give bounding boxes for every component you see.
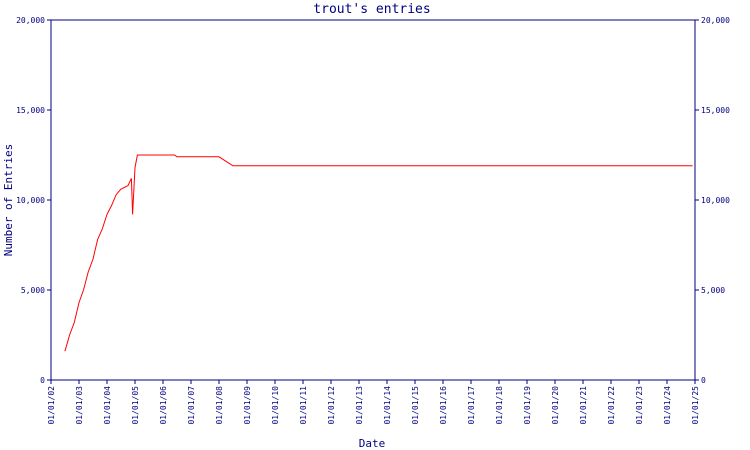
x-tick-label: 01/01/02	[47, 386, 56, 425]
x-tick-label: 01/01/06	[159, 386, 168, 425]
y-tick-label-left: 0	[40, 376, 45, 385]
y-axis-ticks: 0 0 5,000 5,000 10,000 10,000 15,000 15,000 20,0…	[16, 16, 730, 385]
x-tick-label: 01/01/24	[663, 386, 672, 425]
x-tick-label: 01/01/15	[411, 386, 420, 425]
y-tick-label-right: 20,000	[701, 16, 730, 25]
x-tick-label: 01/01/20	[551, 386, 560, 425]
x-tick-label: 01/01/05	[131, 386, 140, 425]
x-axis-label: Date	[359, 437, 386, 450]
y-axis-label: Number of Entries	[2, 144, 15, 257]
x-tick-label: 01/01/11	[299, 386, 308, 425]
y-tick-label-left: 15,000	[16, 106, 45, 115]
x-tick-label: 01/01/08	[215, 386, 224, 425]
x-tick-label: 01/01/03	[75, 386, 84, 425]
series-layer	[64, 154, 693, 352]
x-tick-label: 01/01/12	[327, 386, 336, 425]
x-tick-label: 01/01/17	[467, 386, 476, 425]
y-tick-label-left: 20,000	[16, 16, 45, 25]
x-tick-label: 01/01/23	[635, 386, 644, 425]
y-tick-label-right: 15,000	[701, 106, 730, 115]
x-axis-ticks: 01/01/02 01/01/03 01/01/04 01/01/05 01/01/06…	[47, 380, 700, 425]
x-tick-label: 01/01/22	[607, 386, 616, 425]
x-tick-label: 01/01/14	[383, 386, 392, 425]
plot-frame	[50, 19, 696, 381]
x-tick-label: 01/01/07	[187, 386, 196, 425]
x-tick-label: 01/01/25	[691, 386, 700, 425]
series-line-0	[64, 154, 693, 352]
x-tick-label: 01/01/19	[523, 386, 532, 425]
x-tick-label: 01/01/13	[355, 386, 364, 425]
x-tick-label: 01/01/18	[495, 386, 504, 425]
x-tick-label: 01/01/21	[579, 386, 588, 425]
chart-title: trout's entries	[313, 2, 430, 17]
x-tick-label: 01/01/10	[271, 386, 280, 425]
x-tick-label: 01/01/16	[439, 386, 448, 425]
x-tick-label: 01/01/04	[103, 386, 112, 425]
y-tick-label-right: 10,000	[701, 196, 730, 205]
y-tick-label-right: 0	[701, 376, 706, 385]
y-tick-label-left: 10,000	[16, 196, 45, 205]
x-tick-label: 01/01/09	[243, 386, 252, 425]
y-tick-label-right: 5,000	[701, 286, 725, 295]
y-tick-label-left: 5,000	[21, 286, 45, 295]
